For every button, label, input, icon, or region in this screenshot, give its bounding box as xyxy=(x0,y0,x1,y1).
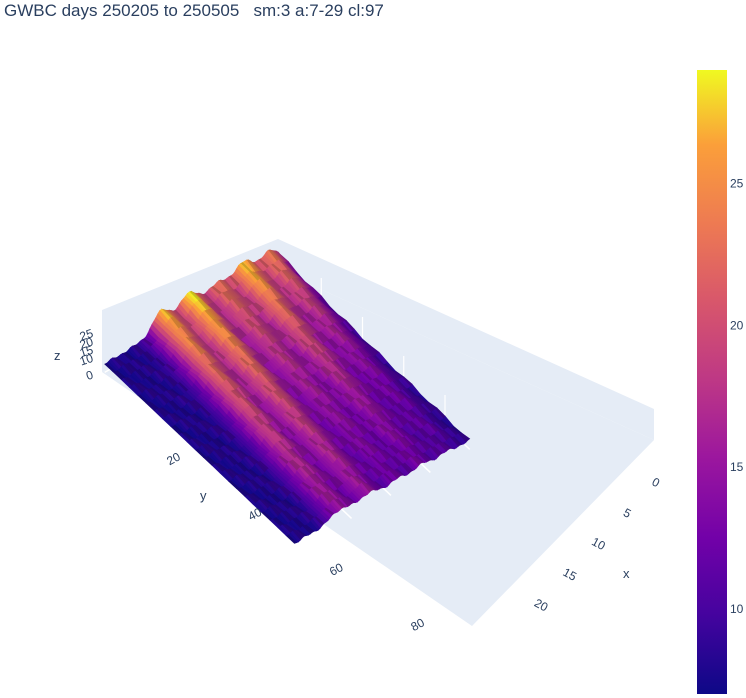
axis-title-x: x xyxy=(623,566,630,581)
x-tick-label: 10 xyxy=(589,534,608,553)
colorbar-gradient xyxy=(697,70,727,694)
colorbar-tick-label: 10 xyxy=(730,602,744,616)
colorbar-tick-label: 15 xyxy=(730,460,744,474)
z-tick-label: 10 xyxy=(78,351,95,369)
y-tick-label: 20 xyxy=(164,449,183,468)
colorbar-tick-label: 25 xyxy=(730,176,744,190)
y-tick-label: 40 xyxy=(246,505,265,524)
y-tick-label: 80 xyxy=(408,615,427,634)
z-tick-label: 25 xyxy=(78,326,95,344)
colorbar-ticks: 10 15 20 25 xyxy=(730,176,744,615)
x-tick-label: 0 xyxy=(650,475,663,491)
surface-facet xyxy=(104,362,116,373)
x-tick-label: 15 xyxy=(561,565,580,584)
axis-title-z: z xyxy=(54,348,61,363)
z-tick-label: 20 xyxy=(78,334,95,352)
y-tick-label: 60 xyxy=(327,560,346,579)
chart-title: GWBC days 250205 to 250505 sm:3 a:7-29 c… xyxy=(4,1,384,20)
axis-title-y: y xyxy=(200,488,207,503)
x-tick-label: 20 xyxy=(532,596,551,615)
colorbar: 10 15 20 25 xyxy=(697,70,744,694)
surface-mesh xyxy=(104,249,471,544)
z-tick-label: 0 xyxy=(84,367,95,382)
right-wall-pane xyxy=(278,239,654,440)
z-tick-label: 15 xyxy=(78,343,95,361)
x-tick-label: 5 xyxy=(621,505,634,521)
colorbar-tick-label: 20 xyxy=(730,318,744,332)
